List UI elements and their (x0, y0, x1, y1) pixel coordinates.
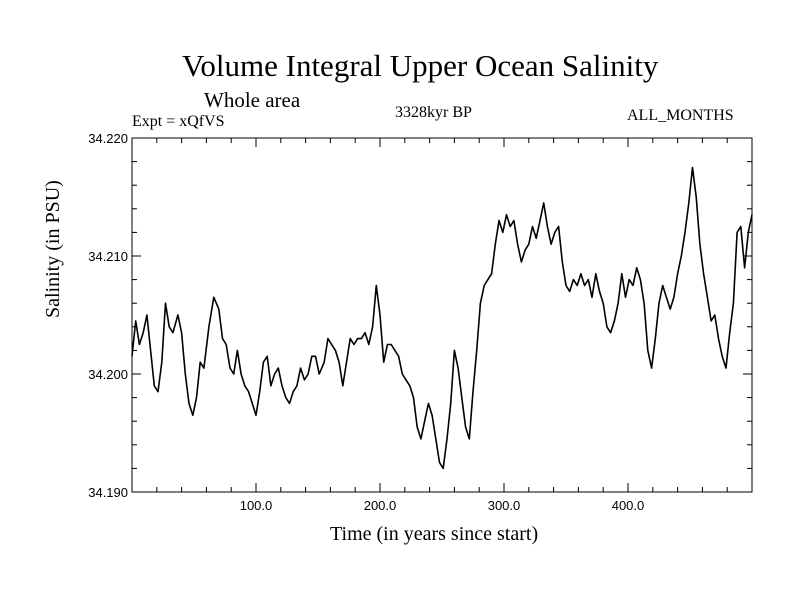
y-tick-label: 34.190 (88, 485, 128, 500)
x-tick-label: 200.0 (364, 498, 397, 513)
chart-subtitle: Whole area (204, 88, 301, 112)
y-tick-label: 34.200 (88, 367, 128, 382)
axis-ticks: 100.0 200.0 300.0 400.0 34.190 34.200 34.210 34… (88, 131, 752, 513)
x-tick-label: 100.0 (240, 498, 273, 513)
y-tick-label: 34.210 (88, 249, 128, 264)
plot-frame (131, 137, 753, 493)
chart-title: Volume Integral Upper Ocean Salinity (182, 48, 659, 83)
series-layer (131, 166, 753, 470)
period-label: 3328kyr BP (395, 104, 472, 121)
x-tick-label: 300.0 (488, 498, 521, 513)
salinity-series-line (131, 166, 753, 470)
x-tick-label: 400.0 (612, 498, 645, 513)
months-label: ALL_MONTHS (627, 107, 734, 124)
experiment-label: Expt = xQfVS (132, 113, 225, 130)
y-tick-label: 34.220 (88, 131, 128, 146)
x-axis-label: Time (in years since start) (330, 523, 539, 545)
